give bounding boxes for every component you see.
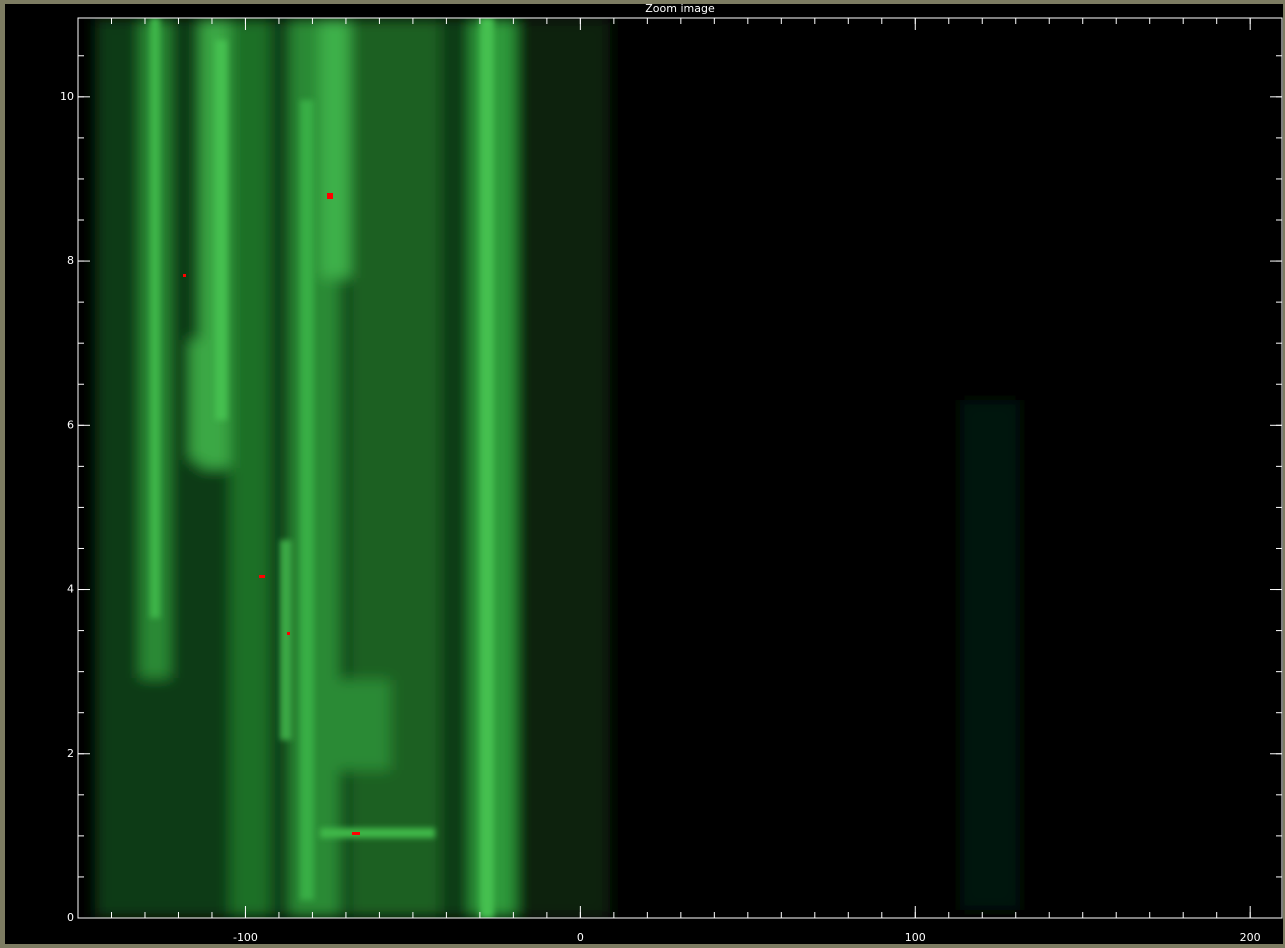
image-detail [150, 18, 494, 918]
y-tick-label: 8 [67, 254, 74, 267]
x-tick-label: -100 [233, 931, 258, 944]
image [95, 18, 1020, 918]
y-tick-label: 0 [67, 911, 74, 924]
y-tick-label: 4 [67, 583, 74, 596]
red-pixels [183, 193, 360, 835]
x-tick-label: 100 [905, 931, 926, 944]
y-tick-label: 2 [67, 747, 74, 760]
y-tick-label: 10 [60, 90, 74, 103]
plot-frame [77, 17, 1283, 919]
chart-title: Zoom image [645, 2, 715, 15]
x-tick-label: 0 [577, 931, 584, 944]
x-tick-label: 200 [1240, 931, 1261, 944]
y-tick-label: 6 [67, 418, 74, 431]
